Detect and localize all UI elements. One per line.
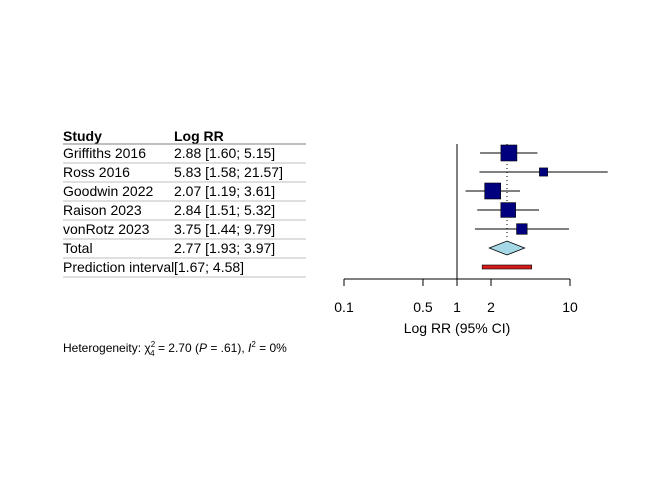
x-tick-label: 0.1 [334,299,354,315]
study-estimate-goodwin-2022: 2.07 [1.19; 3.61] [174,183,275,199]
study-estimate-raison-2023: 2.84 [1.51; 5.32] [174,202,275,218]
point-estimate-raison-2023 [500,202,516,218]
i-symbol: I [248,341,252,355]
point-estimate-griffiths-2016 [500,144,518,162]
study-name-ross-2016: Ross 2016 [63,164,130,180]
table-rows: Griffiths 2016 2.88 [1.60; 5.15] Ross 2016… [63,145,306,278]
forest-panel [456,144,608,279]
chi-superscript: 2 [151,340,156,349]
study-estimate-vonrotz-2023: 3.75 [1.44; 9.79] [174,221,275,237]
x-axis-label: Log RR (95% CI) [404,320,511,336]
study-estimate-griffiths-2016: 2.88 [1.60; 5.15] [174,145,275,161]
study-table: Study Log RR Griffiths 2016 2.88 [1.60; 5… [63,128,306,278]
study-estimate-prediction-interval: [1.67; 4.58] [174,259,244,275]
x-tick-label: 0.5 [413,299,433,315]
x-tick-label: 1 [453,299,461,315]
chi-subscript: 4 [150,349,155,358]
chi-statistic: = 2.70 ( [155,341,199,355]
i-superscript: 2 [251,340,256,349]
study-name-vonrotz-2023: vonRotz 2023 [63,221,150,237]
column-header-log-rr: Log RR [174,128,224,144]
study-name-goodwin-2022: Goodwin 2022 [63,183,154,199]
point-estimate-goodwin-2022 [484,182,502,200]
study-estimate-ross-2016: 5.83 [1.58; 21.57] [174,164,283,180]
chi-symbol: χ [144,341,151,355]
study-estimate-total: 2.77 [1.93; 3.97] [174,240,275,256]
prediction-interval-bar [481,264,532,270]
p-value: = .61), [207,341,248,355]
study-name-griffiths-2016: Griffiths 2016 [63,145,146,161]
study-name-total: Total [63,240,93,256]
i-value: = 0% [256,341,287,355]
study-name-prediction-interval: Prediction interval [63,259,174,275]
x-axis: 0.1 0.5 1 2 10 [334,278,578,315]
study-name-raison-2023: Raison 2023 [63,202,142,218]
x-tick-label: 2 [487,299,495,315]
heterogeneity-prefix: Heterogeneity: [63,341,144,355]
x-tick-label: 10 [562,299,578,315]
point-estimate-vonrotz-2023 [516,223,528,235]
pooled-estimate-diamond [488,240,526,256]
column-header-study: Study [63,128,102,144]
p-symbol: P [199,341,207,355]
point-estimate-ross-2016 [539,167,548,177]
heterogeneity-statistic: Heterogeneity: χ2 4 = 2.70 (P = .61), I2 … [63,340,287,358]
